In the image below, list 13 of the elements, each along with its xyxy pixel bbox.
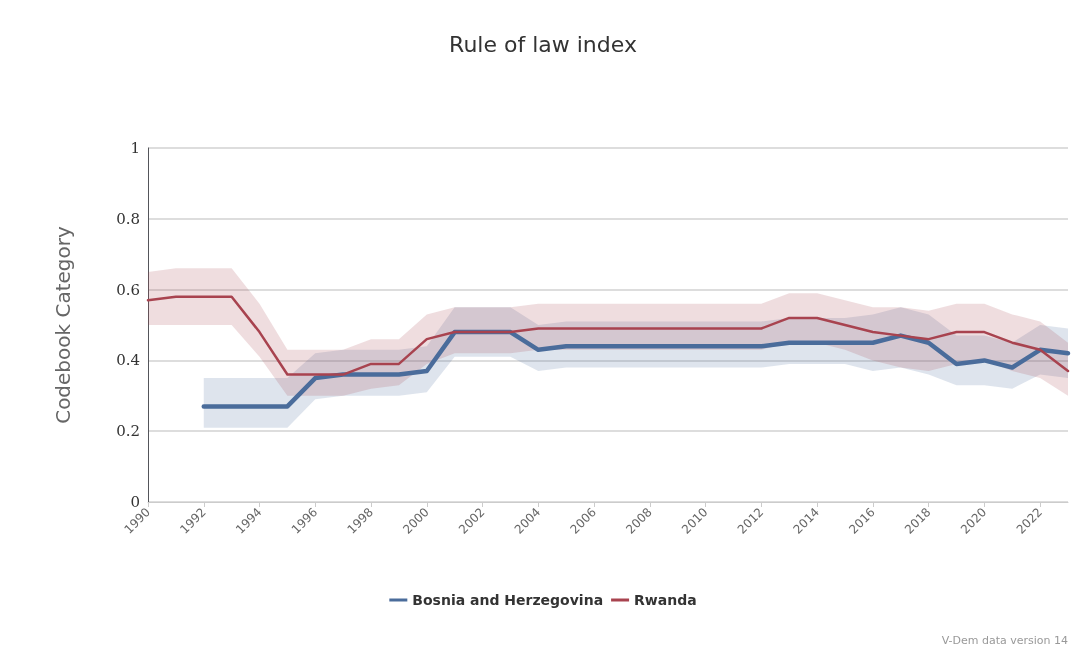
y-tick-label: 1 <box>130 139 140 157</box>
y-tick-label: 0 <box>130 493 140 511</box>
y-tick-label: 0.4 <box>116 351 140 370</box>
y-tick-label: 0.2 <box>116 422 140 441</box>
y-axis-title: Codebook Category <box>51 226 75 424</box>
line-series <box>146 295 1070 376</box>
line-series <box>201 329 1071 409</box>
y-tick-label: 0.6 <box>116 280 140 299</box>
legend-label: Bosnia and Herzegovina <box>412 592 604 608</box>
legend-label: Rwanda <box>634 592 697 608</box>
y-tick-label: 0.8 <box>116 209 140 228</box>
chart-title: Rule of law index <box>449 31 637 57</box>
text: V-Dem data version 14 <box>941 634 1068 647</box>
